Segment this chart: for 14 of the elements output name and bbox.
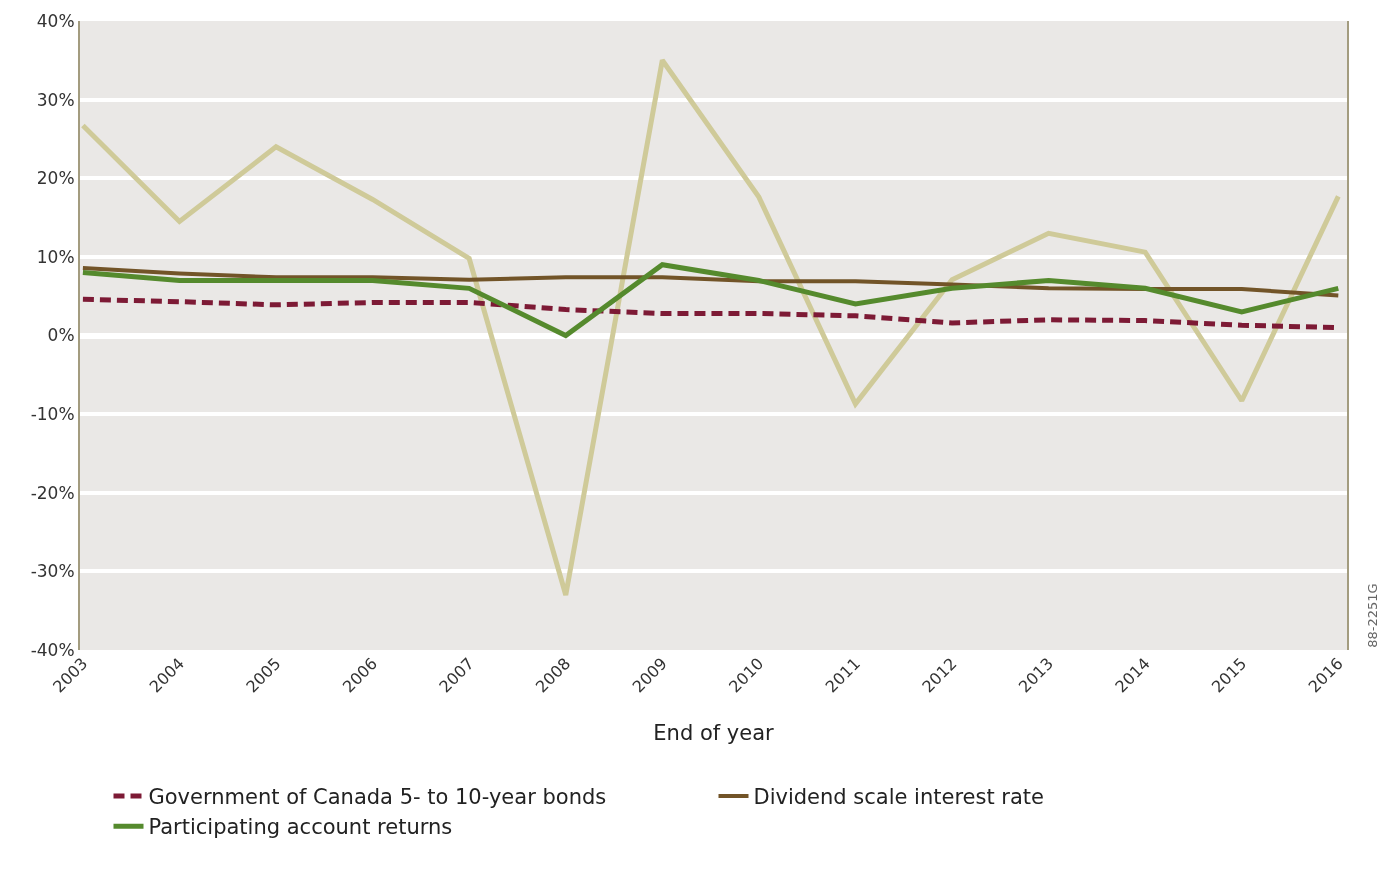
y-tick-label: 10%	[36, 246, 75, 267]
y-tick-label: -40%	[30, 639, 75, 660]
legend-label: Dividend scale interest rate	[753, 785, 1045, 810]
y-tick-label: -30%	[30, 561, 75, 582]
y-tick-label: 0%	[47, 325, 75, 346]
text: 88-2251G	[1364, 583, 1380, 648]
x-axis-title: End of year	[653, 721, 775, 746]
y-tick-label: 20%	[36, 168, 75, 189]
y-tick-label: 40%	[36, 10, 75, 31]
y-tick-label: -20%	[30, 482, 75, 503]
y-tick-label: -10%	[30, 404, 75, 425]
legend-label: Government of Canada 5- to 10-year bonds	[148, 785, 607, 810]
legend-label: Participating account returns	[148, 815, 453, 840]
y-tick-label: 30%	[36, 89, 75, 110]
